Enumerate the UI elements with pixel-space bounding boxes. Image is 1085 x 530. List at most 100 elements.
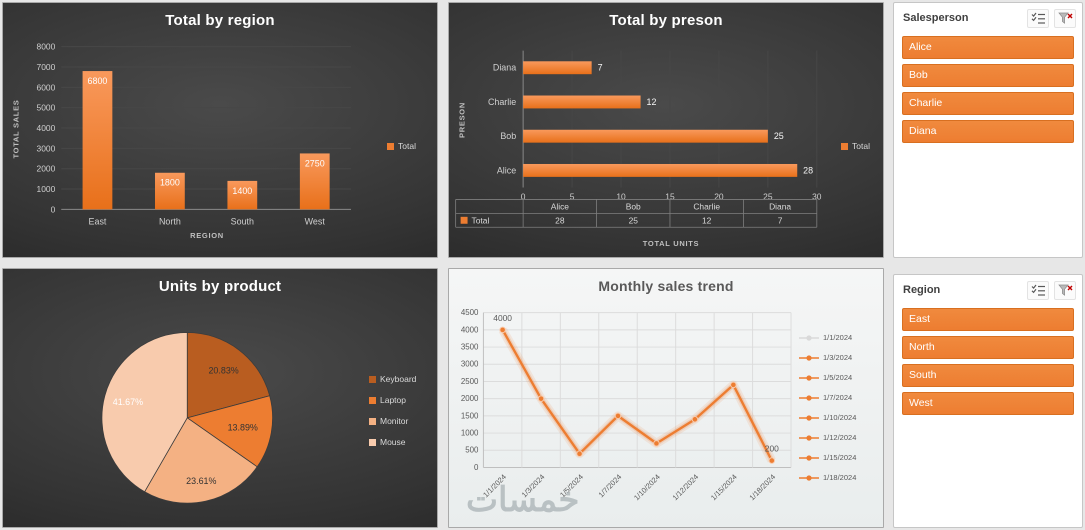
slicer-item-alice[interactable]: Alice bbox=[902, 36, 1074, 59]
legend-label: 1/5/2024 bbox=[823, 373, 853, 382]
legend-entry: 1/5/2024 bbox=[799, 373, 856, 382]
slicer-item-charlie[interactable]: Charlie bbox=[902, 92, 1074, 115]
bar-bob[interactable] bbox=[523, 129, 768, 143]
bar-chart-plot: 0 1000 2000 3000 4000 5000 6000 7000 8000 6800 Eas… bbox=[37, 42, 351, 226]
date-label: 1/10/2024 bbox=[632, 472, 662, 502]
tick-label: 0 bbox=[51, 204, 56, 214]
table-row-label: Total bbox=[472, 215, 490, 225]
category-label: Charlie bbox=[488, 97, 516, 107]
point-value-label: 200 bbox=[765, 444, 779, 454]
point-value-label: 4000 bbox=[493, 313, 512, 323]
category-label: South bbox=[231, 216, 254, 226]
legend-label: 1/15/2024 bbox=[823, 453, 857, 462]
slicer-item-diana[interactable]: Diana bbox=[902, 120, 1074, 143]
legend-label: 1/3/2024 bbox=[823, 353, 853, 362]
data-point-1/7/2024[interactable] bbox=[614, 412, 622, 420]
tick-label: 0 bbox=[474, 463, 479, 472]
chart-total-by-preson[interactable]: Total by preson 0 5 10 15 20 25 30 7 Diana 12 Char… bbox=[448, 2, 884, 258]
pie-chart-plot: 20.83% 13.89% 23.61% 41.67% bbox=[101, 332, 273, 504]
table-value: 7 bbox=[778, 215, 783, 225]
category-label: Bob bbox=[500, 131, 516, 141]
legend-entry: 1/10/2024 bbox=[799, 413, 856, 422]
date-label: 1/7/2024 bbox=[597, 472, 624, 499]
slicer-title: Region bbox=[903, 284, 941, 296]
data-point-1/5/2024[interactable] bbox=[576, 450, 583, 457]
data-point-1/3/2024[interactable] bbox=[537, 395, 545, 402]
hbar-chart-plot: 0 5 10 15 20 25 30 7 Diana 12 Charlie 25 Bob 28 Alice A… bbox=[455, 50, 822, 228]
tick-label: 2000 bbox=[461, 394, 479, 403]
bar-charlie[interactable] bbox=[523, 95, 641, 109]
data-point-1/1/2024[interactable] bbox=[499, 326, 506, 334]
pie-slice-mouse[interactable] bbox=[101, 332, 188, 493]
category-label: Alice bbox=[497, 165, 516, 175]
pie-slice-keyboard[interactable] bbox=[186, 332, 271, 419]
tick-label: 4000 bbox=[37, 123, 56, 133]
data-point-1/15/2024[interactable] bbox=[730, 381, 737, 389]
slicer-item-east[interactable]: East bbox=[902, 308, 1074, 331]
slicer-item-south[interactable]: South bbox=[902, 364, 1074, 387]
bar-value-label: 25 bbox=[774, 131, 784, 141]
bar-east[interactable] bbox=[82, 71, 113, 210]
legend-swatch bbox=[369, 418, 376, 425]
chart-total-by-region[interactable]: Total by region 0 1000 2000 3000 4000 5000 600… bbox=[2, 2, 438, 258]
slicer-item-bob[interactable]: Bob bbox=[902, 64, 1074, 87]
legend-entry: Keyboard bbox=[369, 375, 416, 384]
y-axis-title: PRESON bbox=[457, 102, 467, 138]
pie-slice-monitor[interactable] bbox=[144, 417, 258, 504]
legend-line-icon bbox=[799, 474, 819, 481]
legend-entry: 1/12/2024 bbox=[799, 433, 856, 442]
tick-label: 15 bbox=[665, 191, 675, 201]
data-point-1/12/2024[interactable] bbox=[691, 416, 699, 423]
table-header: Alice bbox=[551, 201, 570, 211]
table-header: Charlie bbox=[693, 201, 720, 211]
tick-label: 3000 bbox=[461, 360, 479, 369]
slicer-item-list: East North South West bbox=[894, 308, 1082, 415]
legend: Total bbox=[841, 142, 870, 151]
bar-west[interactable] bbox=[299, 153, 330, 210]
bar-north[interactable] bbox=[155, 172, 185, 210]
category-label: East bbox=[89, 216, 107, 226]
chart-units-by-product[interactable]: Units by product 20.83% 13.89% 23.61% 41.67… bbox=[2, 268, 438, 528]
slicer-salesperson: Salesperson Alice Bo bbox=[893, 2, 1083, 258]
data-point-1/18/2024[interactable] bbox=[768, 457, 776, 464]
legend-label: Mouse bbox=[380, 437, 406, 447]
legend-entry: 1/1/2024 bbox=[799, 333, 856, 342]
legend-label: 1/12/2024 bbox=[823, 433, 857, 442]
legend-line-icon bbox=[799, 334, 819, 341]
slicer-item-west[interactable]: West bbox=[902, 392, 1074, 415]
bar-diana[interactable] bbox=[523, 61, 592, 75]
legend-label: 1/10/2024 bbox=[823, 413, 857, 422]
x-axis-title: REGION bbox=[190, 231, 224, 240]
legend-label: Total bbox=[398, 141, 416, 151]
table-header: Bob bbox=[626, 201, 641, 211]
bar-value-label: 7 bbox=[598, 63, 603, 73]
data-point-1/10/2024[interactable] bbox=[653, 440, 660, 447]
slicer-region: Region East North Sou bbox=[893, 274, 1083, 528]
legend-entry: 1/15/2024 bbox=[799, 453, 856, 462]
tick-label: 7000 bbox=[37, 62, 56, 72]
tick-label: 2500 bbox=[461, 377, 479, 386]
category-label: North bbox=[159, 216, 181, 226]
tick-label: 3000 bbox=[37, 143, 56, 153]
pie-percent-label: 23.61% bbox=[186, 476, 216, 486]
tick-label: 0 bbox=[521, 191, 526, 201]
chart-monthly-sales-trend[interactable]: Monthly sales trend 0 500 1000 1500 2000 2500… bbox=[448, 268, 884, 528]
bar-alice[interactable] bbox=[523, 163, 798, 177]
slicer-item-north[interactable]: North bbox=[902, 336, 1074, 359]
tick-label: 5 bbox=[570, 191, 575, 201]
legend-entry: Monitor bbox=[369, 417, 416, 426]
pie-slice-laptop[interactable] bbox=[186, 395, 273, 468]
multi-select-icon[interactable] bbox=[1027, 280, 1049, 300]
legend-entry: 1/3/2024 bbox=[799, 353, 856, 362]
bar-south[interactable] bbox=[227, 180, 258, 210]
table-legend-key bbox=[460, 216, 468, 224]
bar-value-label: 12 bbox=[647, 97, 657, 107]
tick-label: 4500 bbox=[461, 308, 479, 317]
clear-filter-icon[interactable] bbox=[1054, 280, 1076, 300]
legend-label: 1/1/2024 bbox=[823, 333, 853, 342]
table-header: Diana bbox=[769, 201, 791, 211]
multi-select-icon[interactable] bbox=[1027, 8, 1049, 28]
line-chart-plot: 0500100015002000250030003500400045001/1/… bbox=[461, 308, 792, 502]
clear-filter-icon[interactable] bbox=[1054, 8, 1076, 28]
sales-trend-line bbox=[501, 329, 773, 462]
